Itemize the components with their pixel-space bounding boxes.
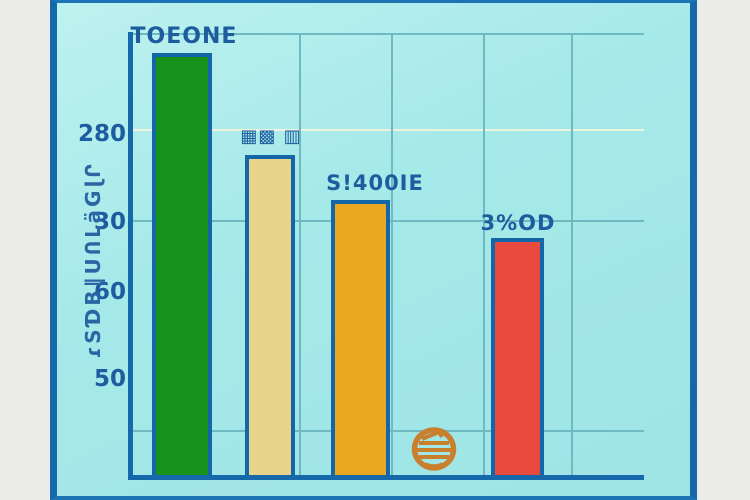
orange-seal-icon (411, 427, 457, 471)
y-axis-title: ɾSƊB‖UՈԼäGɭՐ (81, 161, 105, 359)
gridline-vertical-1 (299, 35, 301, 475)
bar-gold-label: S!400IE (326, 171, 424, 195)
y-tick-label-1: 280 (77, 121, 126, 147)
y-tick-label-3: 60 (93, 279, 126, 305)
gridline-vertical-2 (391, 35, 393, 475)
x-axis-line (128, 475, 644, 480)
bar-cream-label: ▦▩ ▥ (240, 126, 302, 147)
gridline-horizontal-280 (133, 129, 644, 131)
y-axis-line (128, 32, 133, 479)
gridline-horizontal-top (133, 33, 644, 35)
bar-red-label: 3%OD (480, 211, 556, 235)
bar-gold (331, 200, 390, 479)
bar-red (491, 238, 544, 479)
y-tick-label-4: 50 (93, 366, 126, 392)
gridline-vertical-4 (571, 35, 573, 475)
bar-green (152, 53, 212, 479)
bar-green-label: TOEONE (130, 24, 238, 49)
gridline-vertical-3 (483, 35, 485, 475)
y-tick-label-2: 30 (93, 209, 126, 235)
bar-cream (245, 155, 295, 479)
